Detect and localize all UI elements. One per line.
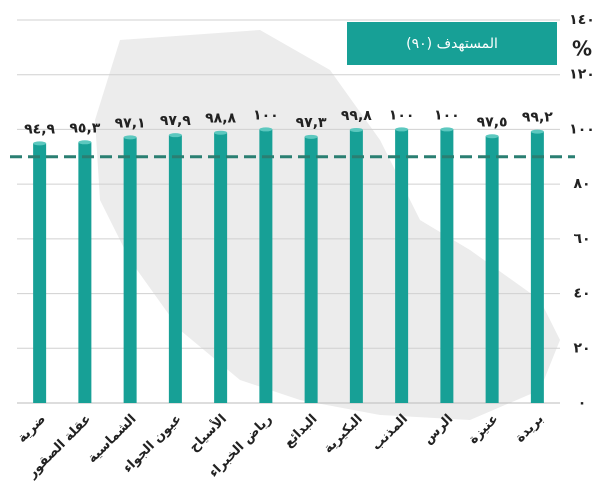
bar-top <box>485 134 499 139</box>
bar <box>485 136 499 403</box>
x-tick-label: ضرية <box>15 412 49 446</box>
bar-top <box>395 127 409 132</box>
y-tick-label: ٦٠ <box>573 231 590 247</box>
target-box <box>347 22 557 65</box>
y-tick-label: ٢٠ <box>573 340 590 356</box>
value-label: ١٠٠ <box>434 107 460 123</box>
bar <box>304 136 318 403</box>
bar-top <box>214 130 228 135</box>
y-tick-label: ٠ <box>578 395 587 411</box>
target-label: المستهدف (٩٠) <box>406 36 498 52</box>
value-label: ٩٥,٣ <box>69 120 100 136</box>
bar-top <box>530 129 544 134</box>
bar <box>123 137 137 404</box>
bar-top <box>78 140 92 145</box>
x-tick-label: البكيرية <box>321 412 366 457</box>
value-label: ٩٤,٩ <box>24 121 55 137</box>
value-label: ٩٨,٨ <box>205 111 236 127</box>
value-label: ٩٩,٨ <box>341 108 372 124</box>
x-tick-label: البدائع <box>281 412 320 451</box>
value-label: ٩٩,٢ <box>522 110 553 126</box>
bar-top <box>123 135 137 140</box>
bar <box>78 142 92 403</box>
bar-top <box>304 134 318 139</box>
bar <box>33 143 47 403</box>
value-label: ٩٧,١ <box>115 115 146 131</box>
bar <box>259 129 273 403</box>
bar <box>395 129 409 403</box>
bar-top <box>440 127 454 132</box>
bar-top <box>168 133 182 138</box>
value-label: ٩٧,٣ <box>296 115 327 131</box>
bar <box>440 129 454 403</box>
value-label: ١٠٠ <box>389 107 415 123</box>
x-tick-label: المذنب <box>369 412 411 454</box>
bar <box>168 135 182 403</box>
value-label: ١٠٠ <box>253 107 279 123</box>
y-tick-label: ١٠٠ <box>569 121 595 137</box>
y-tick-label: ١٤٠ <box>569 12 595 28</box>
bar <box>214 132 228 403</box>
value-label: ٩٧,٥ <box>477 114 508 130</box>
bar <box>530 131 544 404</box>
y-tick-label: ١٢٠ <box>569 67 595 83</box>
bar-top <box>349 127 363 132</box>
y-axis-label: % <box>572 37 592 61</box>
bar <box>349 129 363 403</box>
bar-top <box>33 141 47 146</box>
x-tick-label: الأسياح <box>185 410 230 455</box>
bar-top <box>259 127 273 132</box>
x-tick-label: بريدة <box>513 412 547 446</box>
y-tick-label: ٤٠ <box>573 286 590 302</box>
y-tick-label: ٨٠ <box>573 176 590 192</box>
value-label: ٩٧,٩ <box>160 113 191 129</box>
